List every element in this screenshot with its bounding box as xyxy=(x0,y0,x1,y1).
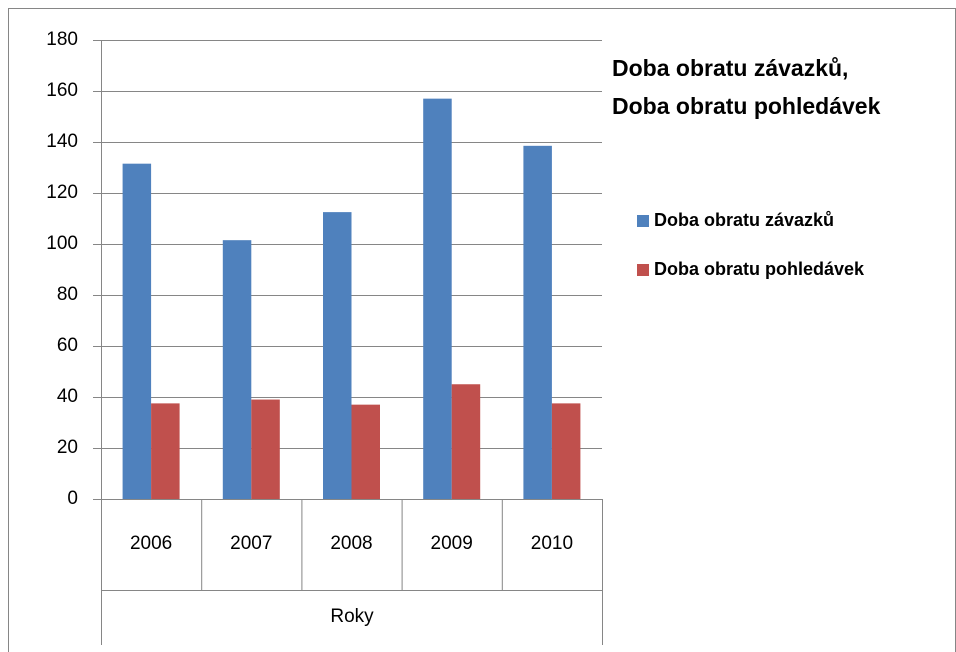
bar xyxy=(351,404,380,499)
bar xyxy=(451,384,481,499)
y-tick-label: 140 xyxy=(46,131,78,152)
bar xyxy=(523,145,552,499)
bar xyxy=(151,403,180,499)
y-tick-label: 100 xyxy=(46,233,78,254)
legend-swatch xyxy=(637,215,649,227)
bar xyxy=(423,98,452,500)
bar xyxy=(222,240,252,500)
y-tick-label: 160 xyxy=(46,80,78,101)
x-tick-label: 2009 xyxy=(431,533,473,554)
legend-label: Doba obratu pohledávek xyxy=(654,259,865,279)
bar xyxy=(122,163,152,500)
x-tick-label: 2010 xyxy=(531,533,573,554)
y-tick-label: 60 xyxy=(57,335,78,356)
chart-title: Doba obratu pohledávek xyxy=(612,93,881,119)
x-tick-label: 2006 xyxy=(130,533,172,554)
y-tick-label: 20 xyxy=(57,437,78,458)
y-tick-label: 40 xyxy=(57,386,78,407)
x-tick-label: 2008 xyxy=(330,533,372,554)
legend-label: Doba obratu závazků xyxy=(654,210,834,230)
bar xyxy=(551,403,581,499)
chart-title: Doba obratu závazků, xyxy=(612,55,848,81)
bar xyxy=(323,212,352,499)
y-tick-label: 120 xyxy=(46,182,78,203)
x-axis-label: Roky xyxy=(330,606,374,627)
y-tick-label: 0 xyxy=(67,488,78,509)
y-tick-label: 180 xyxy=(46,29,78,50)
y-tick-label: 80 xyxy=(57,284,78,305)
bar xyxy=(251,399,280,499)
legend-swatch xyxy=(637,264,649,276)
x-tick-label: 2007 xyxy=(230,533,272,554)
